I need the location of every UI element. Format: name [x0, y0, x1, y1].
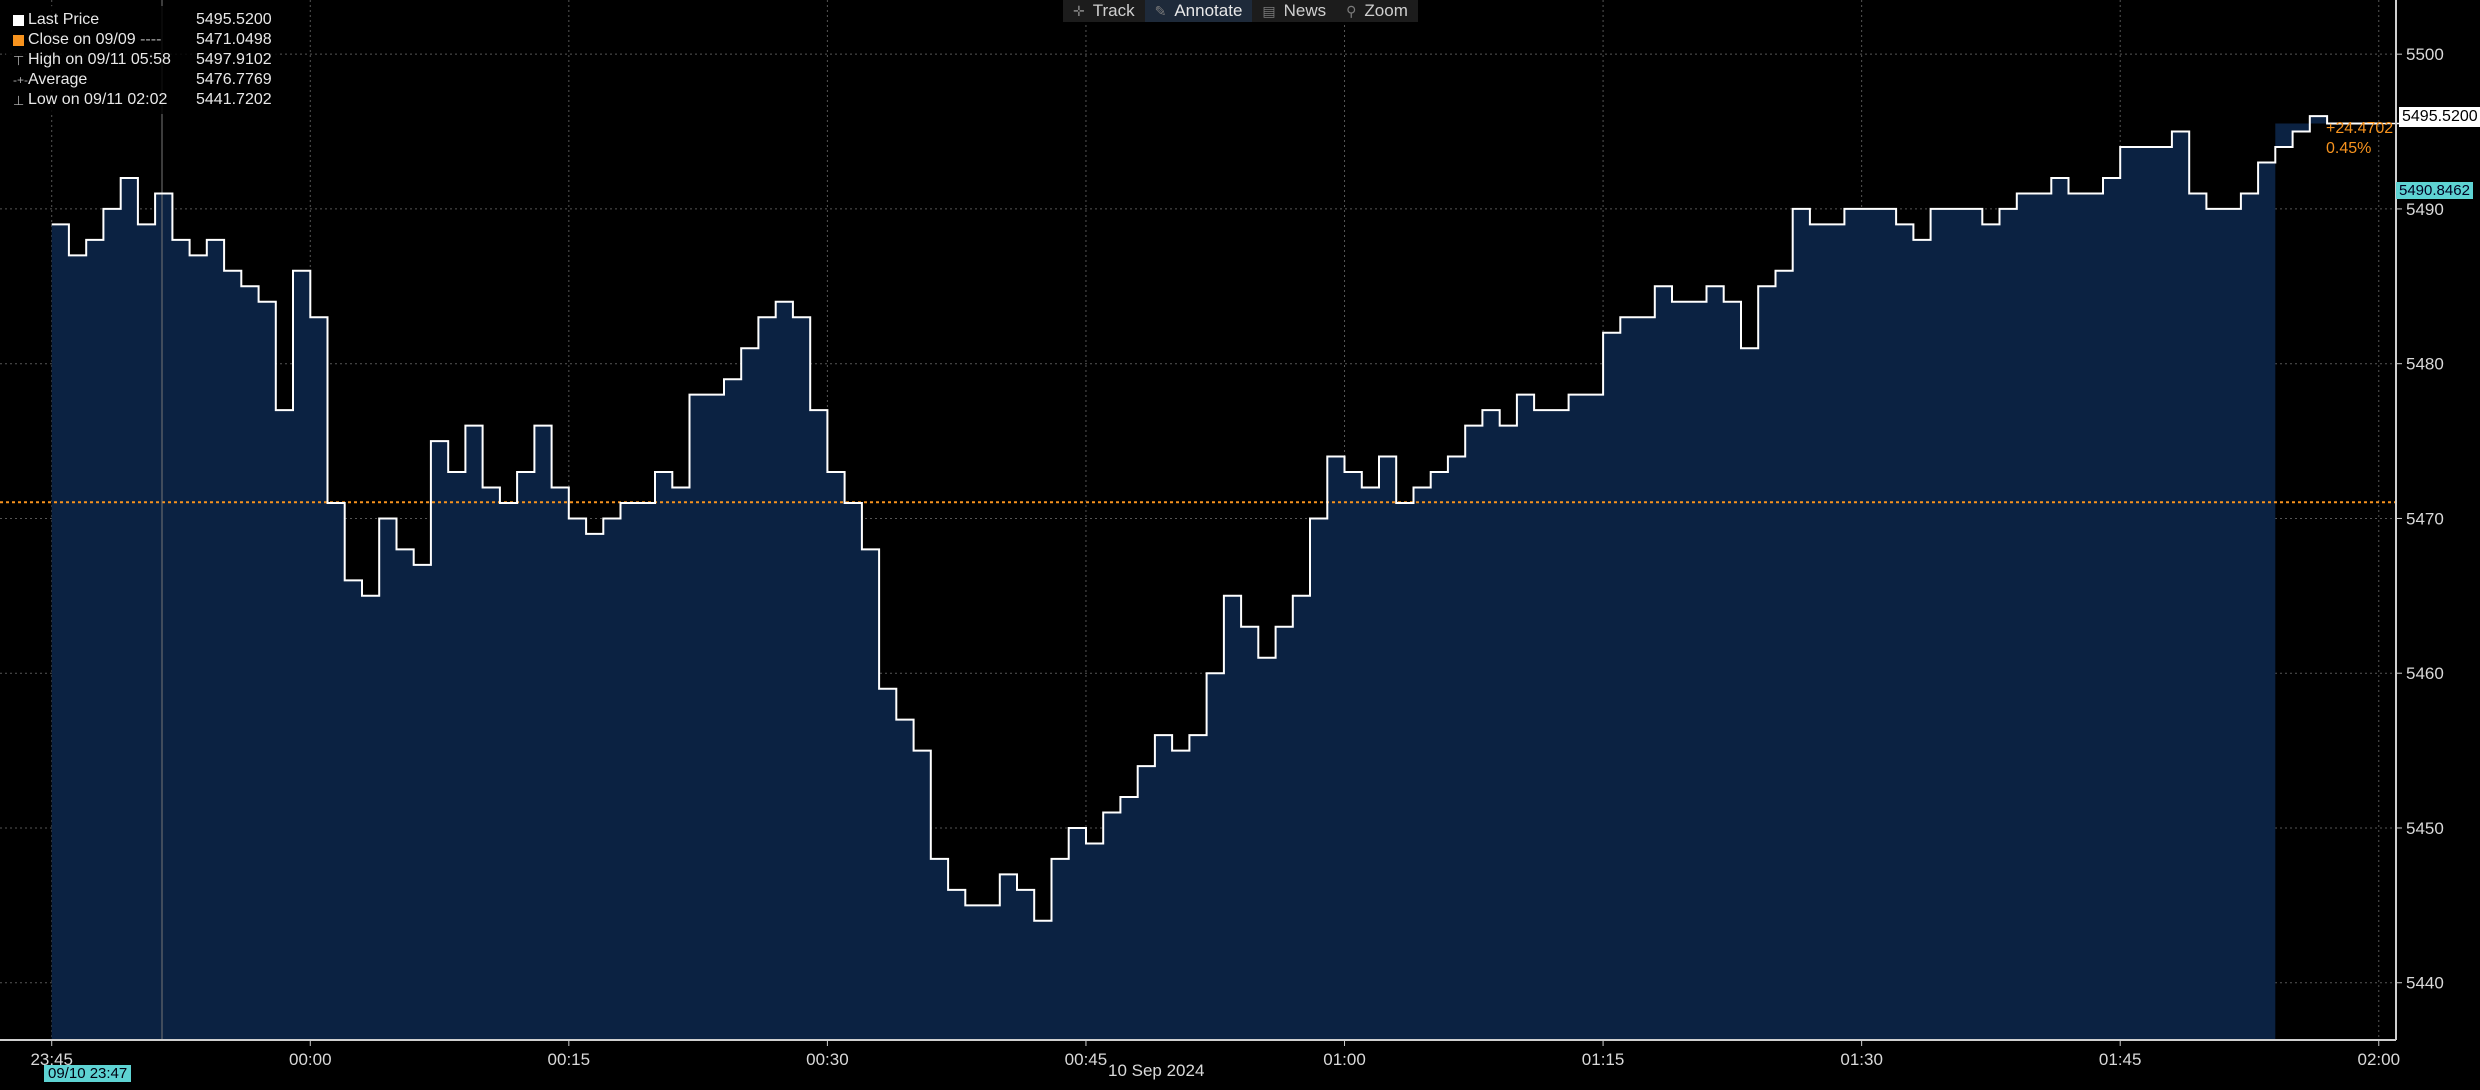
x-axis-ticks: 23:45 00:00 00:15 00:30 00:45 01:00 01:15 01:30… — [30, 1040, 2400, 1069]
legend-high[interactable]: ⊤ High on 09/11 05:58 5497.9102 — [12, 50, 272, 70]
chart-toolbar: ✛ Track ✎ Annotate ▤ News ⚲ Zoom — [1063, 0, 1418, 22]
y-axis-ticks: 5440 5450 5460 5470 5480 5490 5500 — [2396, 45, 2444, 993]
zoom-button[interactable]: ⚲ Zoom — [1336, 0, 1418, 22]
average-badge: 5490.8462 — [2396, 182, 2473, 199]
y-tick-label: 5490 — [2406, 200, 2444, 219]
zoom-label: Zoom — [1364, 1, 1408, 20]
x-tick-label: 02:00 — [2357, 1050, 2400, 1069]
legend-close-label: Close on 09/09 ---- — [28, 31, 162, 48]
legend-last-price-value: 5495.5200 — [196, 11, 272, 28]
x-tick-label: 01:00 — [1323, 1050, 1366, 1069]
annotate-label: Annotate — [1174, 1, 1243, 20]
x-tick-label: 01:15 — [1582, 1050, 1625, 1069]
legend-close-value: 5471.0498 — [196, 31, 272, 48]
price-line — [51, 115, 2379, 922]
chart-legend: Last Price 5495.5200 Close on 09/09 ----… — [6, 6, 278, 114]
date-label: 10 Sep 2024 — [1108, 1061, 1205, 1080]
x-tick-label: 00:30 — [806, 1050, 849, 1069]
legend-low[interactable]: ⊥ Low on 09/11 02:02 5441.7202 — [12, 90, 272, 110]
legend-average[interactable]: -+- Average 5476.7769 — [12, 70, 272, 90]
legend-high-label: High on 09/11 05:58 — [28, 51, 171, 68]
orange-square-icon — [13, 35, 24, 46]
news-label: News — [1283, 1, 1327, 20]
start-time-badge: 09/10 23:47 — [44, 1065, 132, 1082]
pencil-icon: ✎ — [1154, 2, 1167, 19]
high-marker-icon: ⊤ — [13, 53, 25, 68]
legend-average-label: Average — [28, 71, 88, 88]
legend-high-value: 5497.9102 — [196, 51, 272, 68]
legend-last-price-label: Last Price — [28, 11, 100, 28]
x-tick-label: 01:45 — [2099, 1050, 2142, 1069]
magnifier-icon: ⚲ — [1346, 2, 1357, 19]
crosshair-icon: ✛ — [1073, 2, 1085, 19]
x-tick-label: 01:30 — [1840, 1050, 1883, 1069]
legend-last-price[interactable]: Last Price 5495.5200 — [12, 10, 272, 30]
average-marker-icon: -+- — [13, 73, 28, 87]
legend-low-label: Low on 09/11 02:02 — [28, 91, 168, 108]
y-tick-label: 5440 — [2406, 974, 2444, 993]
legend-average-value: 5476.7769 — [196, 71, 272, 88]
legend-close[interactable]: Close on 09/09 ---- 5471.0498 — [12, 30, 272, 50]
y-tick-label: 5470 — [2406, 509, 2444, 528]
track-label: Track — [1092, 1, 1135, 20]
news-button[interactable]: ▤ News — [1252, 0, 1336, 22]
low-marker-icon: ⊥ — [13, 93, 25, 108]
last-price-badge: 5495.5200 — [2399, 107, 2480, 127]
change-percent: 0.45% — [2326, 140, 2372, 157]
annotate-button[interactable]: ✎ Annotate — [1144, 0, 1253, 22]
x-tick-label: 00:45 — [1065, 1050, 1108, 1069]
legend-low-value: 5441.7202 — [196, 91, 272, 108]
white-square-icon — [13, 15, 24, 26]
news-icon: ▤ — [1262, 2, 1276, 19]
change-absolute: +24.4702 — [2326, 120, 2394, 137]
price-area-fill — [51, 116, 2379, 1041]
x-tick-label: 23:45 — [30, 1050, 73, 1069]
track-button[interactable]: ✛ Track — [1063, 0, 1145, 22]
x-tick-label: 00:15 — [548, 1050, 591, 1069]
y-tick-label: 5480 — [2406, 355, 2444, 374]
y-tick-label: 5500 — [2406, 45, 2444, 64]
x-tick-label: 00:00 — [289, 1050, 332, 1069]
y-tick-label: 5450 — [2406, 819, 2444, 838]
y-tick-label: 5460 — [2406, 664, 2444, 683]
